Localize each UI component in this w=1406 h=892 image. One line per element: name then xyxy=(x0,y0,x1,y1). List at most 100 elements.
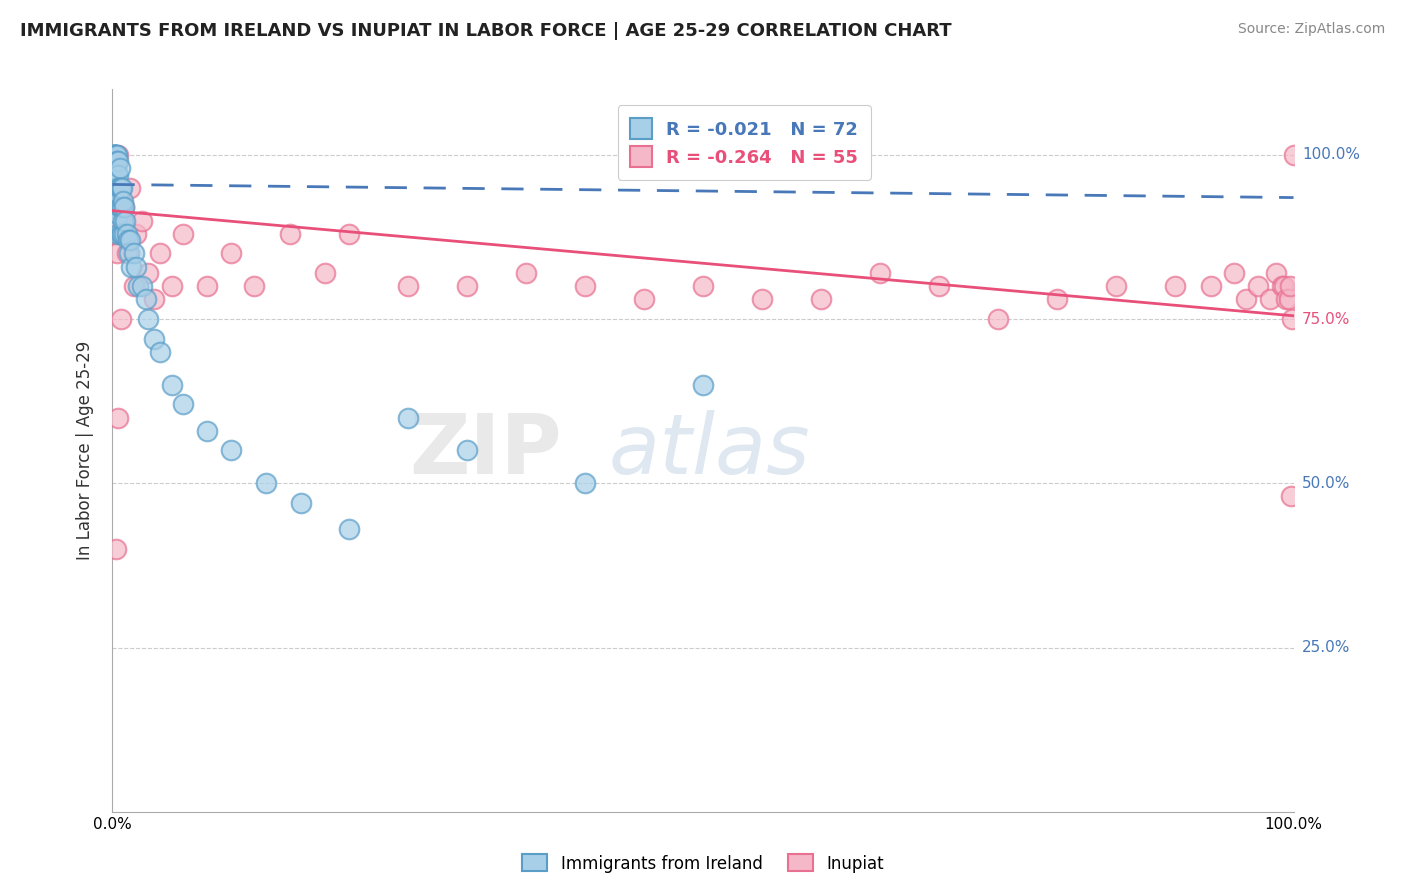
Point xyxy=(107,168,129,182)
Point xyxy=(131,279,153,293)
Point xyxy=(987,312,1010,326)
Point xyxy=(118,246,141,260)
Point xyxy=(104,194,127,208)
Y-axis label: In Labor Force | Age 25-29: In Labor Force | Age 25-29 xyxy=(76,341,94,560)
Point xyxy=(243,279,266,293)
Point xyxy=(117,233,139,247)
Point xyxy=(125,260,148,274)
Point xyxy=(219,246,242,260)
Point xyxy=(105,246,128,260)
Point xyxy=(112,201,135,215)
Point xyxy=(142,293,165,307)
Point xyxy=(105,148,128,162)
Point xyxy=(103,148,125,162)
Text: atlas: atlas xyxy=(609,410,810,491)
Point xyxy=(108,201,131,215)
Point xyxy=(149,246,172,260)
Text: 50.0%: 50.0% xyxy=(1302,475,1350,491)
Point xyxy=(1279,490,1302,504)
Point xyxy=(1223,266,1246,280)
Point xyxy=(127,279,149,293)
Point xyxy=(111,201,134,215)
Point xyxy=(104,180,127,194)
Point xyxy=(574,476,596,491)
Point xyxy=(1164,279,1187,293)
Point xyxy=(290,496,312,510)
Point xyxy=(111,180,134,194)
Point xyxy=(1271,279,1294,293)
Point xyxy=(136,266,159,280)
Point xyxy=(574,279,596,293)
Point xyxy=(110,180,132,194)
Point xyxy=(172,397,194,411)
Point xyxy=(751,293,773,307)
Point xyxy=(195,279,218,293)
Text: Source: ZipAtlas.com: Source: ZipAtlas.com xyxy=(1237,22,1385,37)
Point xyxy=(692,279,714,293)
Point xyxy=(112,227,135,241)
Point xyxy=(108,213,131,227)
Point xyxy=(1278,279,1301,293)
Point xyxy=(456,443,478,458)
Point xyxy=(515,266,537,280)
Point xyxy=(104,174,127,188)
Point xyxy=(1282,148,1305,162)
Point xyxy=(142,332,165,346)
Point xyxy=(107,148,129,162)
Text: ZIP: ZIP xyxy=(409,410,561,491)
Point xyxy=(103,148,125,162)
Point xyxy=(1105,279,1128,293)
Point xyxy=(278,227,301,241)
Point xyxy=(104,161,127,175)
Point xyxy=(107,207,129,221)
Point xyxy=(111,227,134,241)
Legend: Immigrants from Ireland, Inupiat: Immigrants from Ireland, Inupiat xyxy=(516,847,890,880)
Point xyxy=(136,312,159,326)
Point xyxy=(105,187,128,202)
Text: 75.0%: 75.0% xyxy=(1302,311,1350,326)
Point xyxy=(135,293,157,307)
Point xyxy=(810,293,832,307)
Point xyxy=(337,227,360,241)
Point xyxy=(107,154,129,169)
Point xyxy=(1046,293,1069,307)
Point xyxy=(105,180,128,194)
Point xyxy=(105,213,128,227)
Point xyxy=(103,148,125,162)
Point xyxy=(396,410,419,425)
Text: 100.0%: 100.0% xyxy=(1302,147,1360,162)
Point xyxy=(115,246,138,260)
Point xyxy=(396,279,419,293)
Point xyxy=(115,227,138,241)
Point xyxy=(219,443,242,458)
Legend: R = -0.021   N = 72, R = -0.264   N = 55: R = -0.021 N = 72, R = -0.264 N = 55 xyxy=(617,105,870,179)
Point xyxy=(108,161,131,175)
Point xyxy=(103,180,125,194)
Point xyxy=(105,161,128,175)
Point xyxy=(1264,266,1286,280)
Point xyxy=(104,227,127,241)
Point xyxy=(105,174,128,188)
Point xyxy=(1278,293,1301,307)
Point xyxy=(105,148,128,162)
Point xyxy=(105,168,128,182)
Point xyxy=(103,161,125,175)
Point xyxy=(108,180,131,194)
Point xyxy=(110,227,132,241)
Point xyxy=(114,213,136,227)
Point xyxy=(120,233,142,247)
Point xyxy=(869,266,891,280)
Point xyxy=(1275,293,1298,307)
Point xyxy=(104,168,127,182)
Point xyxy=(160,377,183,392)
Point xyxy=(110,201,132,215)
Point xyxy=(104,148,127,162)
Text: 25.0%: 25.0% xyxy=(1302,640,1350,655)
Point xyxy=(337,522,360,536)
Point xyxy=(1234,293,1257,307)
Point xyxy=(112,213,135,227)
Point xyxy=(172,227,194,241)
Point xyxy=(120,180,142,194)
Point xyxy=(314,266,336,280)
Point xyxy=(928,279,950,293)
